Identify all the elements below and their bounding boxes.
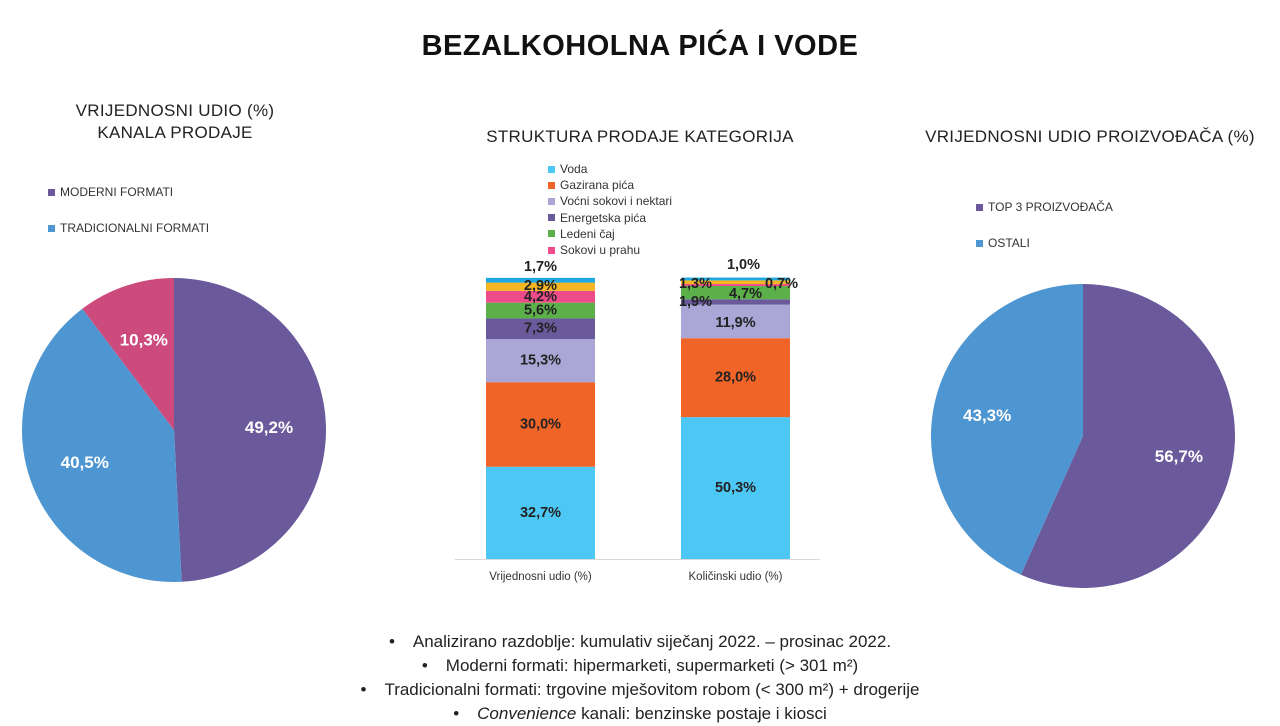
bar-legend-item: Energetska pića — [548, 210, 672, 226]
bar-category-label-1: Količinski udio (%) — [689, 571, 783, 583]
channel-pie-slice-1 — [21, 308, 182, 582]
channel-pie-slice-label-1: 40,5% — [61, 453, 109, 472]
channel-pie-legend: MODERNI FORMATI TRADICIONALNI FORMATI — [48, 185, 209, 257]
producer-pie-slice-label-1: 43,3% — [963, 406, 1011, 425]
legend-item-ostali: OSTALI — [976, 236, 1113, 272]
channel-pie-slice-2 — [82, 278, 174, 430]
bar-0-segment-2 — [486, 339, 595, 383]
legend-label: Energetska pića — [560, 210, 647, 225]
bar-legend-item: Ledeni čaj — [548, 226, 672, 242]
legend-label: Sokovi u prahu — [560, 243, 641, 258]
category-bar-title: STRUKTURA PRODAJE KATEGORIJA — [486, 127, 794, 146]
legend-swatch — [48, 225, 55, 232]
bar-0-data-label-0: 32,7% — [520, 505, 561, 521]
channel-pie-slice-label-2: 10,3% — [120, 330, 168, 349]
bar-0-data-label-2: 15,3% — [520, 353, 561, 369]
channel-pie-slice-label-0: 49,2% — [245, 418, 293, 437]
legend-item-tradicionalni-formati: TRADICIONALNI FORMATI — [48, 221, 209, 257]
legend-item-top3: TOP 3 PROIZVOĐAČA — [976, 200, 1113, 236]
legend-swatch — [48, 189, 55, 196]
legend-swatch — [976, 204, 983, 211]
note-convenience-rest: kanali: benzinske postaje i kiosci — [576, 704, 827, 723]
legend-label: MODERNI FORMATI — [60, 185, 174, 199]
category-bar-legend: Voda Gazirana pića Voćni sokovi i nektari E… — [548, 161, 672, 258]
legend-swatch — [548, 197, 555, 205]
note-convenience-em: Convenience — [477, 704, 577, 723]
bar-category-label-0: Vrijednosni udio (%) — [489, 571, 592, 583]
bar-0-data-label-7: 1,7% — [524, 259, 557, 275]
channel-pie-title: VRIJEDNOSNI UDIO (%) KANALA PRODAJE — [40, 100, 310, 144]
legend-swatch — [548, 165, 555, 173]
legend-label: TOP 3 PROIZVOĐAČA — [988, 200, 1113, 214]
bar-0-segment-3 — [486, 318, 595, 340]
bar-0-data-label-6: 2,9% — [524, 278, 557, 294]
page-title: BEZALKOHOLNA PIĆA I VODE — [421, 30, 859, 62]
legend-swatch — [548, 246, 555, 254]
legend-item-moderni-formati: MODERNI FORMATI — [48, 185, 209, 221]
bar-1-segment-2 — [681, 304, 790, 339]
legend-label: OSTALI — [988, 236, 1030, 250]
bar-legend-item: Voda — [548, 161, 672, 177]
bar-0-data-label-4: 5,6% — [524, 303, 557, 319]
bar-1-segment-5 — [681, 284, 790, 287]
producer-pie-slice-1 — [931, 284, 1083, 575]
bar-1-data-label-0: 50,3% — [715, 480, 756, 496]
bar-0-data-label-5: 4,2% — [524, 289, 557, 305]
bar-1-segment-6 — [681, 280, 790, 285]
legend-swatch — [976, 240, 983, 247]
bar-1-segment-7 — [681, 277, 790, 281]
legend-label: Ledeni čaj — [560, 226, 615, 241]
bar-0-data-label-3: 7,3% — [524, 321, 557, 337]
bar-1-data-label-1: 28,0% — [715, 370, 756, 386]
legend-label: Gazirana pića — [560, 178, 635, 193]
bar-1-data-label-2: 11,9% — [715, 315, 755, 331]
bar-0-segment-1 — [486, 382, 595, 467]
bar-1-segment-4 — [681, 286, 790, 300]
producer-pie-title: VRIJEDNOSNI UDIO PROIZVOĐAČA (%) — [925, 127, 1255, 146]
bar-legend-item: Gazirana pića — [548, 177, 672, 193]
bar-1-data-label-5: 0,7% — [765, 276, 798, 292]
note-traditional-formats: Tradicionalni formati: trgovine mješovit… — [0, 678, 1280, 702]
notes: Analizirano razdoblje: kumulativ siječan… — [0, 630, 1280, 726]
legend-swatch — [548, 214, 555, 222]
note-modern-formats: Moderni formati: hipermarketi, supermark… — [0, 654, 1280, 678]
producer-pie-slice-label-0: 56,7% — [1155, 447, 1203, 466]
channel-pie-slice-0 — [174, 278, 327, 582]
bar-1-data-label-7: 1,0% — [727, 257, 760, 273]
bar-0-segment-0 — [486, 466, 595, 559]
bar-0-segment-6 — [486, 282, 595, 291]
producer-pie-legend: TOP 3 PROIZVOĐAČA OSTALI — [976, 200, 1113, 272]
bar-0-segment-7 — [486, 277, 595, 283]
bar-1-segment-3 — [681, 299, 790, 305]
bar-1-data-label-4: 4,7% — [729, 286, 762, 302]
bar-0-segment-5 — [486, 290, 595, 303]
channel-pie-title-line-1: VRIJEDNOSNI UDIO (%) — [75, 101, 275, 120]
legend-swatch — [548, 230, 555, 238]
bar-0-segment-4 — [486, 302, 595, 319]
note-convenience: Convenience kanali: benzinske postaje i … — [0, 702, 1280, 726]
bar-1-segment-1 — [681, 338, 790, 418]
legend-swatch — [548, 181, 555, 189]
bar-1-data-label-3: 1,9% — [679, 294, 712, 310]
bar-0-data-label-1: 30,0% — [520, 416, 561, 432]
bar-1-segment-0 — [681, 417, 790, 559]
producer-pie-slice-0 — [1020, 284, 1235, 589]
legend-label: TRADICIONALNI FORMATI — [60, 221, 210, 235]
bar-1-data-label-6: 1,3% — [679, 276, 712, 292]
legend-label: Voćni sokovi i nektari — [560, 194, 673, 209]
bar-legend-item: Sokovi u prahu — [548, 242, 672, 258]
bar-legend-item: Voćni sokovi i nektari — [548, 193, 672, 209]
legend-label: Voda — [560, 162, 588, 177]
note-period: Analizirano razdoblje: kumulativ siječan… — [0, 630, 1280, 654]
channel-pie-title-line-2: KANALA PRODAJE — [97, 123, 253, 142]
